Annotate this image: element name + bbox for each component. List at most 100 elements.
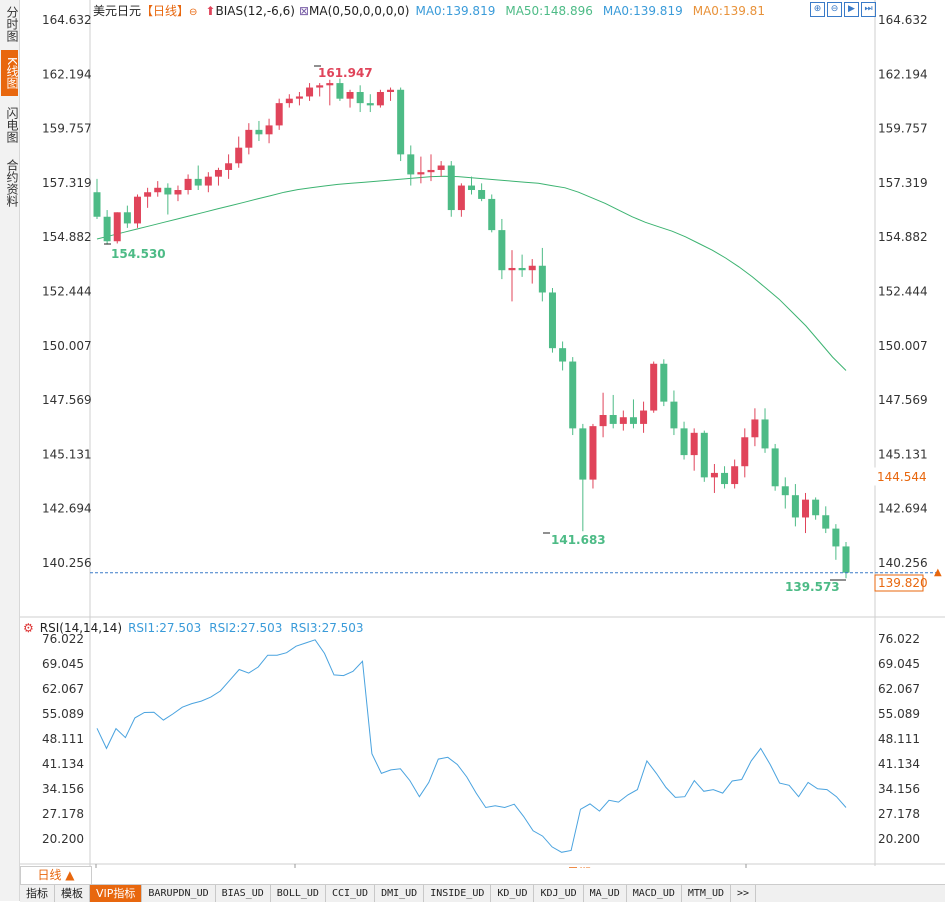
- candle-body[interactable]: [761, 419, 769, 449]
- candle-body[interactable]: [791, 495, 799, 518]
- candle-body[interactable]: [447, 165, 455, 211]
- candle-body[interactable]: [427, 169, 435, 173]
- candle-body[interactable]: [336, 83, 344, 99]
- tab-cci[interactable]: CCI_UD: [326, 885, 376, 902]
- tab-kline[interactable]: K线图: [1, 50, 19, 96]
- candle-body[interactable]: [518, 267, 526, 271]
- candle-body[interactable]: [103, 216, 111, 242]
- candle-body[interactable]: [660, 363, 668, 402]
- candle-body[interactable]: [548, 292, 556, 349]
- tab-vip-indicators[interactable]: VIP指标: [90, 885, 143, 902]
- candle-body[interactable]: [295, 96, 303, 99]
- candle-body[interactable]: [265, 125, 273, 135]
- candle-body[interactable]: [559, 348, 567, 362]
- candle-body[interactable]: [468, 185, 475, 191]
- candle-body[interactable]: [680, 428, 688, 456]
- play-icon[interactable]: ▶: [844, 2, 859, 17]
- candle-body[interactable]: [356, 91, 364, 104]
- candle-body[interactable]: [275, 103, 283, 126]
- candle-body[interactable]: [528, 265, 536, 271]
- candle-body[interactable]: [781, 486, 789, 496]
- tab-indicators[interactable]: 指标: [20, 885, 55, 902]
- tab-timeshare[interactable]: 分时图: [5, 6, 19, 42]
- candle-body[interactable]: [721, 472, 729, 485]
- candle-body[interactable]: [498, 230, 506, 271]
- tab-boll[interactable]: BOLL_UD: [271, 885, 326, 902]
- candle-body[interactable]: [579, 428, 587, 480]
- period-button[interactable]: 日线 ▲: [20, 866, 92, 885]
- candle-body[interactable]: [346, 91, 354, 99]
- kline-chart-svg[interactable]: 164.632 164.632 162.194 162.194 159.757 159.7…: [20, 0, 945, 880]
- candle-body[interactable]: [609, 414, 617, 424]
- candle-body[interactable]: [194, 178, 202, 186]
- candle-body[interactable]: [670, 401, 678, 429]
- candle-body[interactable]: [285, 98, 293, 104]
- tab-kd[interactable]: KD_UD: [491, 885, 535, 902]
- settings-icon[interactable]: ⊖: [189, 7, 198, 18]
- zoom-out-icon[interactable]: ⊖: [827, 2, 842, 17]
- candle-body[interactable]: [822, 515, 830, 529]
- tab-dmi[interactable]: DMI_UD: [375, 885, 425, 902]
- candle-body[interactable]: [478, 190, 486, 199]
- tab-templates[interactable]: 模板: [55, 885, 90, 902]
- candle-body[interactable]: [255, 129, 263, 135]
- tab-barupdn[interactable]: BARUPDN_UD: [142, 885, 216, 902]
- tab-bias[interactable]: BIAS_UD: [216, 885, 271, 902]
- candle-body[interactable]: [731, 466, 739, 485]
- candle-body[interactable]: [164, 187, 172, 195]
- candle-body[interactable]: [316, 85, 324, 88]
- candle-body[interactable]: [629, 417, 637, 424]
- candle-body[interactable]: [700, 432, 708, 478]
- candle-body[interactable]: [144, 192, 152, 197]
- candle-body[interactable]: [123, 212, 131, 224]
- candle-body[interactable]: [802, 499, 810, 518]
- candle-body[interactable]: [225, 163, 233, 170]
- tab-ma[interactable]: MA_UD: [584, 885, 627, 902]
- candle-body[interactable]: [407, 154, 415, 175]
- candle-body[interactable]: [842, 546, 850, 573]
- tab-macd[interactable]: MACD_UD: [627, 885, 682, 902]
- tab-kdj[interactable]: KDJ_UD: [534, 885, 584, 902]
- zoom-in-icon[interactable]: ⊕: [810, 2, 825, 17]
- tab-lightning[interactable]: 闪电图: [5, 107, 19, 143]
- candle-body[interactable]: [650, 363, 658, 411]
- candle-body[interactable]: [619, 417, 627, 424]
- candle-body[interactable]: [457, 185, 465, 211]
- candle-body[interactable]: [376, 91, 384, 106]
- candle-body[interactable]: [710, 472, 718, 478]
- candle-body[interactable]: [366, 103, 374, 106]
- candle-body[interactable]: [306, 87, 314, 97]
- candle-body[interactable]: [832, 528, 840, 547]
- candle-body[interactable]: [690, 432, 698, 456]
- candle-body[interactable]: [538, 265, 546, 293]
- candle-body[interactable]: [751, 419, 759, 438]
- candle-body[interactable]: [589, 426, 597, 480]
- candle-body[interactable]: [93, 192, 101, 217]
- rsi-settings-icon[interactable]: ⚙: [23, 621, 34, 635]
- candle-body[interactable]: [771, 448, 779, 487]
- candle-body[interactable]: [245, 129, 253, 148]
- candle-body[interactable]: [214, 169, 222, 177]
- candle-body[interactable]: [437, 165, 445, 170]
- next-icon[interactable]: ⏭: [861, 2, 876, 17]
- candle-body[interactable]: [204, 176, 212, 186]
- tab-mtm[interactable]: MTM_UD: [682, 885, 731, 902]
- candle-body[interactable]: [133, 196, 141, 224]
- candle-body[interactable]: [417, 172, 425, 175]
- tab-contract-info[interactable]: 合约资料: [5, 159, 19, 207]
- tab-more[interactable]: >>: [731, 885, 757, 902]
- candle-body[interactable]: [326, 83, 334, 86]
- candle-body[interactable]: [397, 89, 405, 155]
- candle-body[interactable]: [812, 499, 820, 516]
- tab-inside[interactable]: INSIDE_UD: [424, 885, 492, 902]
- candle-body[interactable]: [741, 437, 749, 467]
- candle-body[interactable]: [174, 190, 182, 195]
- candle-body[interactable]: [235, 147, 243, 164]
- candle-body[interactable]: [640, 410, 648, 424]
- candle-body[interactable]: [508, 267, 516, 271]
- candle-body[interactable]: [184, 178, 192, 191]
- candle-body[interactable]: [599, 414, 607, 427]
- candle-body[interactable]: [488, 198, 496, 231]
- candle-body[interactable]: [113, 212, 121, 242]
- candle-body[interactable]: [387, 89, 395, 92]
